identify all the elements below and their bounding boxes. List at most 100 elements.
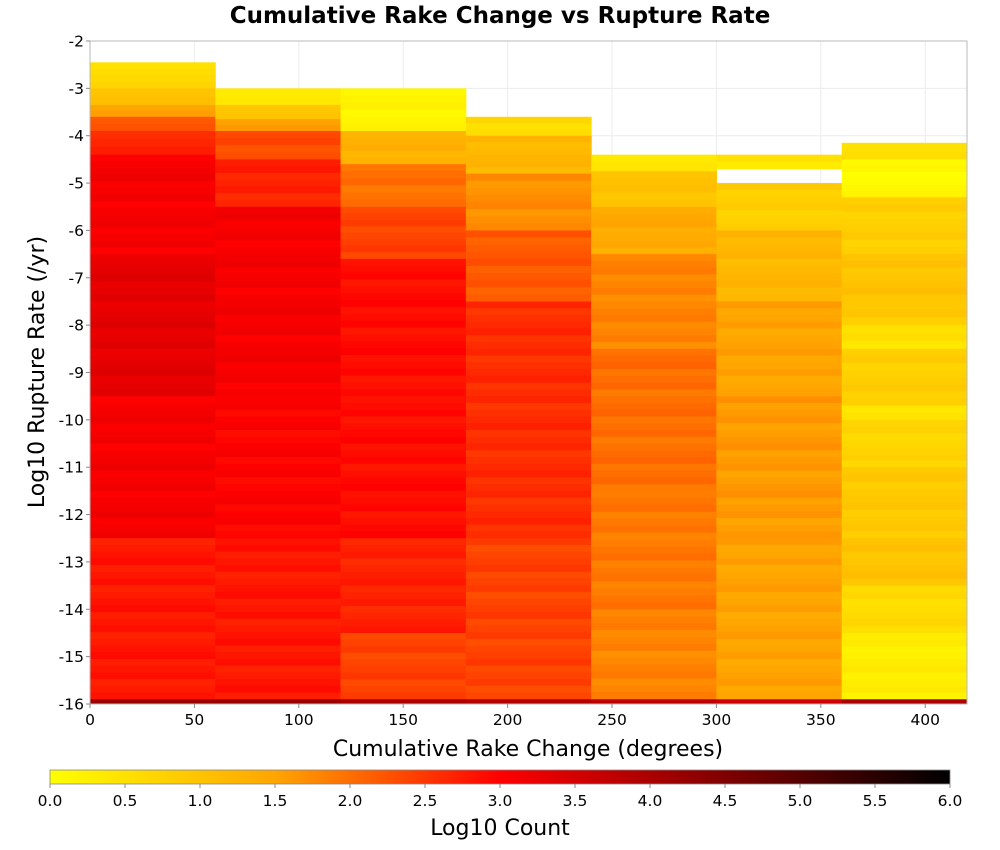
y-tick-label: -14	[59, 601, 84, 619]
heatmap-cell	[90, 645, 216, 653]
heatmap-cell	[841, 612, 968, 620]
heatmap-cell	[465, 692, 592, 700]
heatmap-cell	[340, 178, 467, 186]
heatmap-cell	[465, 672, 592, 680]
heatmap-cell	[841, 412, 968, 421]
heatmap-cell	[591, 497, 717, 506]
heatmap-cell	[591, 233, 717, 242]
heatmap-cell	[340, 157, 467, 165]
heatmap-cell	[340, 558, 467, 566]
heatmap-cell	[465, 578, 592, 586]
heatmap-cell	[90, 220, 216, 229]
heatmap-cell	[465, 652, 592, 660]
heatmap-cell	[841, 384, 968, 392]
heatmap-cell	[591, 490, 717, 499]
heatmap-cell	[90, 565, 216, 573]
heatmap-cell	[841, 218, 968, 227]
heatmap-cell	[841, 197, 968, 205]
heatmap-cell	[716, 362, 843, 370]
heatmap-cell	[465, 294, 592, 302]
heatmap-cell	[465, 409, 592, 417]
heatmap-cell	[465, 490, 592, 499]
heatmap-cell	[215, 130, 342, 139]
heatmap-cell	[841, 659, 968, 667]
heatmap-cell	[90, 321, 216, 330]
heatmap-cell	[340, 185, 467, 194]
heatmap-cell	[841, 281, 968, 289]
heatmap-cell	[90, 443, 216, 451]
heatmap-cell	[465, 209, 592, 217]
heatmap-cell	[716, 273, 843, 281]
heatmap-cell	[215, 281, 342, 289]
heatmap-cell	[215, 679, 342, 687]
heatmap-cell	[591, 470, 717, 478]
heatmap-cell	[465, 123, 592, 130]
heatmap-cell	[591, 362, 717, 370]
heatmap-cell	[340, 102, 467, 111]
heatmap-cell	[340, 409, 467, 417]
heatmap-cell	[90, 281, 216, 289]
heatmap-cell	[465, 591, 592, 600]
heatmap-cell	[465, 612, 592, 620]
heatmap-cell	[591, 532, 717, 541]
heatmap-cell	[340, 252, 467, 260]
heatmap-cell	[340, 565, 467, 573]
heatmap-cell	[716, 605, 843, 613]
heatmap-cell	[465, 173, 592, 182]
heatmap-cell	[841, 666, 968, 674]
heatmap-cell	[340, 265, 467, 274]
heatmap-cell	[465, 375, 592, 384]
heatmap-cell	[591, 567, 717, 575]
colorbar-tick-label: 4.0	[638, 792, 663, 810]
heatmap-cell	[215, 517, 342, 526]
x-tick-label: 200	[493, 711, 523, 729]
heatmap-cell	[90, 167, 216, 176]
heatmap-cell	[215, 389, 342, 397]
heatmap-cell	[591, 227, 717, 235]
heatmap-cell	[841, 646, 968, 654]
heatmap-cell	[215, 321, 342, 330]
heatmap-cell	[90, 605, 216, 613]
heatmap-cell	[90, 130, 216, 140]
heatmap-cell	[90, 679, 216, 687]
heatmap-cell	[340, 245, 467, 253]
y-tick-label: -7	[69, 269, 84, 287]
heatmap-cell	[716, 369, 843, 377]
heatmap-cell	[465, 450, 592, 458]
heatmap-cell	[465, 665, 592, 673]
heatmap-cell	[90, 227, 216, 235]
heatmap-cell	[716, 632, 843, 640]
heatmap-cell	[90, 463, 216, 472]
heatmap-cell	[340, 436, 467, 445]
heatmap-cell	[340, 497, 467, 505]
heatmap-cell	[716, 692, 843, 700]
heatmap-cell	[90, 146, 216, 156]
heatmap-cell	[340, 341, 467, 349]
heatmap-cell	[716, 154, 843, 163]
colorbar-tick-label: 3.0	[488, 792, 513, 810]
heatmap-cell	[841, 419, 968, 428]
heatmap-cell	[591, 588, 717, 596]
heatmap-cell	[90, 477, 216, 485]
heatmap-cell	[465, 497, 592, 505]
heatmap-cell	[340, 686, 467, 694]
heatmap-cell	[340, 109, 467, 118]
heatmap-cell	[340, 396, 467, 404]
colorbar-tick-label: 5.0	[788, 792, 813, 810]
heatmap-cell	[465, 544, 592, 553]
heatmap-cell	[215, 172, 342, 181]
heatmap-cell	[591, 328, 717, 336]
heatmap-cell	[716, 497, 843, 505]
heatmap-cell	[591, 553, 717, 562]
heatmap-cell	[841, 391, 968, 400]
heatmap-cell	[340, 599, 467, 607]
heatmap-cell	[90, 665, 216, 673]
colorbar-tick-label: 0.0	[38, 792, 63, 810]
heatmap-cell	[465, 362, 592, 370]
colorbar-tick-label: 1.5	[263, 792, 288, 810]
y-tick-label: -13	[59, 553, 84, 571]
heatmap-cell	[841, 446, 968, 455]
heatmap-cell	[716, 251, 843, 260]
heatmap-cell	[90, 116, 216, 125]
heatmap-cell	[716, 625, 843, 633]
